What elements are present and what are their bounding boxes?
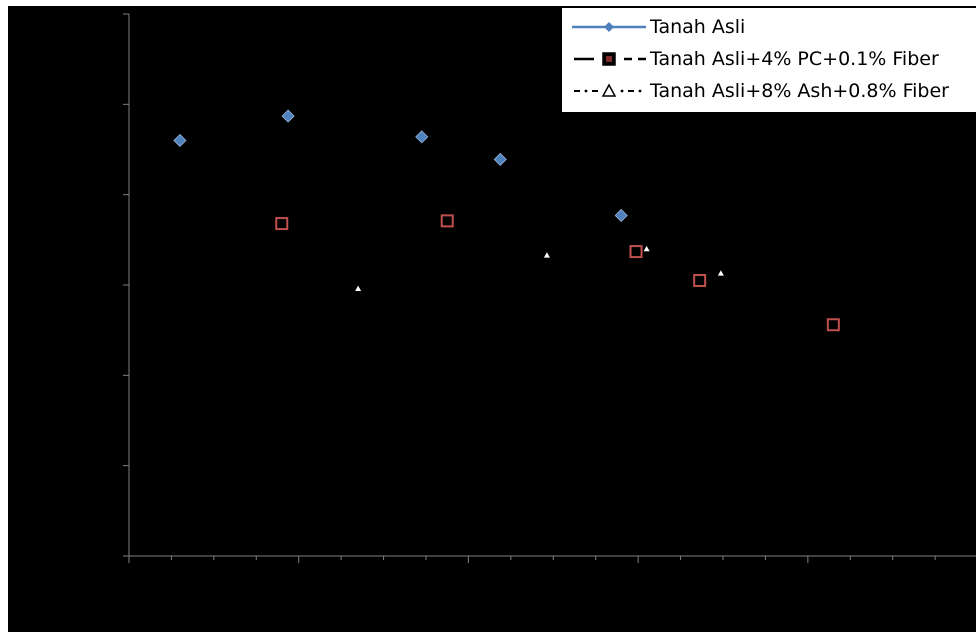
legend-label: Tanah Asli+8% Ash+0.8% Fiber [650,80,949,102]
point-tanah-asli-pc-fiber [826,318,840,332]
point-tanah-asli-ash-fiber [543,252,550,258]
legend-entry-tanah-asli: Tanah Asli [562,12,976,42]
legend-key-square-dash [574,52,646,66]
legend-entry-tanah-asli-pc-fiber: Tanah Asli+4% PC+0.1% Fiber [562,44,976,74]
legend-key-diamond-line [572,22,646,32]
legend: Tanah Asli Tanah Asli+4% PC+0.1% Fiber [562,8,976,112]
legend-label: Tanah Asli+4% PC+0.1% Fiber [650,48,939,70]
point-tanah-asli [415,130,429,144]
point-tanah-asli-pc-fiber [440,214,454,228]
point-tanah-asli-ash-fiber [717,270,724,276]
point-tanah-asli [493,152,507,167]
data-marks [173,109,840,332]
point-tanah-asli [281,109,295,123]
axes [123,13,976,563]
legend-key-triangle-dashdot [574,83,642,97]
point-tanah-asli [173,133,187,148]
point-tanah-asli-ash-fiber [643,245,650,252]
point-tanah-asli-pc-fiber [275,217,289,231]
point-tanah-asli-ash-fiber [355,285,362,292]
point-tanah-asli-pc-fiber [693,273,707,287]
point-tanah-asli-pc-fiber [629,245,643,259]
point-tanah-asli [614,208,628,223]
legend-label: Tanah Asli [650,16,746,38]
legend-entry-tanah-asli-ash-fiber: Tanah Asli+8% Ash+0.8% Fiber [562,76,976,106]
